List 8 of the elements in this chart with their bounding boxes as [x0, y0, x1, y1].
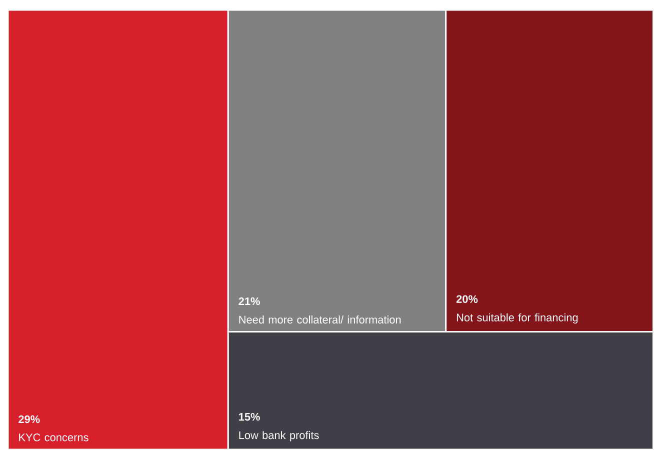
data-label: 15% [239, 412, 260, 421]
data-label: 29% [18, 415, 40, 424]
data-label: 21% [238, 297, 260, 306]
category-label: Low bank profits [239, 430, 319, 442]
category-label: Not suitable for financing [456, 313, 578, 324]
data-label: 20% [456, 295, 478, 303]
category-label: KYC concerns [19, 433, 88, 442]
category-label: Need more collateral/ information [239, 315, 401, 324]
